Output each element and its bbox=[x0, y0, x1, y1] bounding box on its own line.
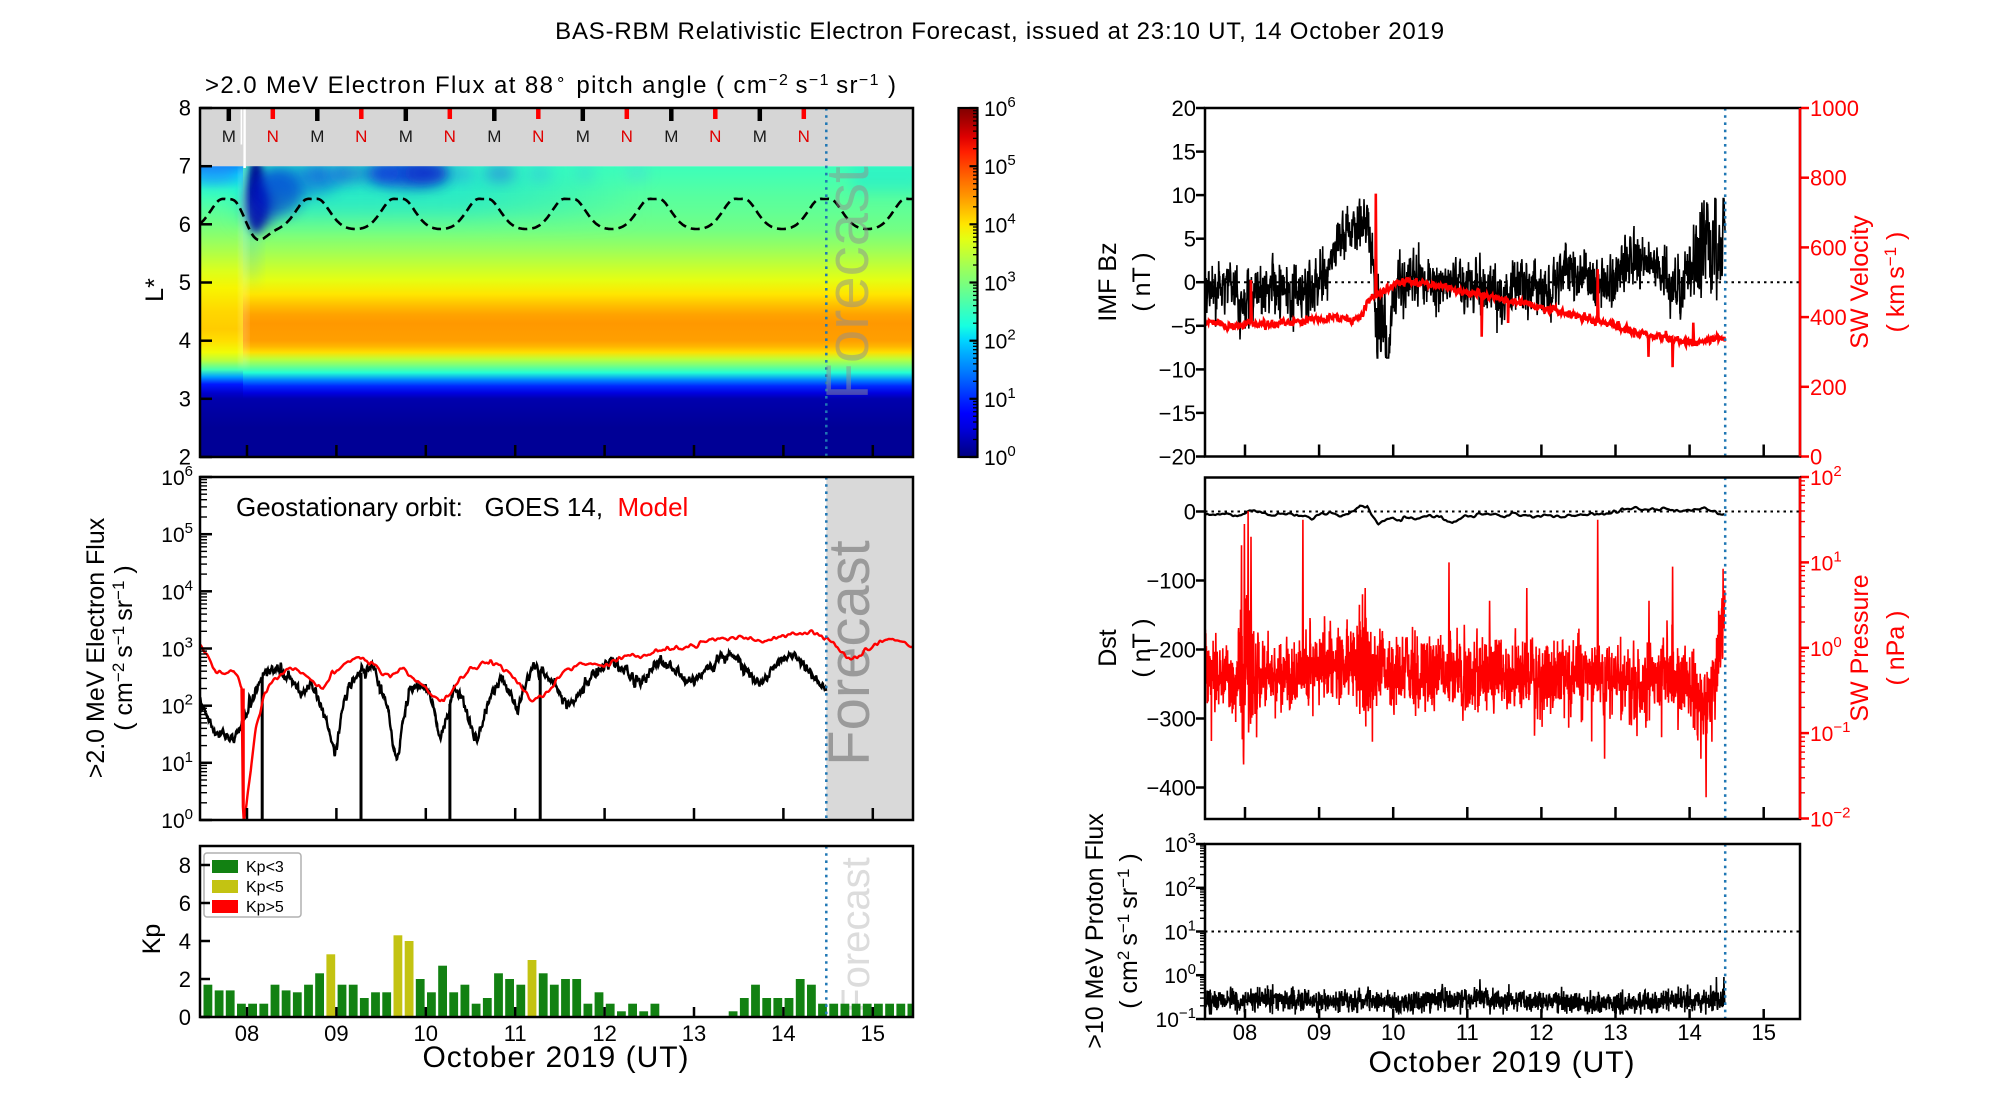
svg-text:10: 10 bbox=[414, 1021, 438, 1046]
svg-text:−10: −10 bbox=[1159, 357, 1196, 382]
svg-text:12: 12 bbox=[1529, 1020, 1553, 1045]
svg-text:( cm2 s−1 sr−1 ): ( cm2 s−1 sr−1 ) bbox=[1114, 853, 1143, 1009]
svg-text:2: 2 bbox=[179, 967, 191, 992]
svg-text:5: 5 bbox=[179, 270, 191, 295]
svg-text:( nT ): ( nT ) bbox=[1128, 252, 1156, 311]
svg-text:Kp>5: Kp>5 bbox=[246, 899, 284, 916]
svg-text:Kp: Kp bbox=[138, 924, 166, 955]
svg-text:M: M bbox=[310, 127, 324, 146]
svg-text:Geostationary orbit: GOES 14: Geostationary orbit: GOES 14, Model bbox=[236, 492, 688, 522]
svg-text:15: 15 bbox=[1172, 140, 1196, 165]
svg-text:15: 15 bbox=[861, 1021, 885, 1046]
svg-text:13: 13 bbox=[682, 1021, 706, 1046]
svg-text:( cm−2 s−1 sr−1 ): ( cm−2 s−1 sr−1 ) bbox=[109, 565, 138, 730]
svg-text:−20: −20 bbox=[1159, 445, 1196, 470]
svg-text:2: 2 bbox=[179, 445, 191, 470]
svg-text:N: N bbox=[798, 127, 810, 146]
svg-text:>2.0 MeV Electron Flux at 88⚬: >2.0 MeV Electron Flux at 88⚬ pitch angl… bbox=[205, 72, 897, 99]
svg-text:−300: −300 bbox=[1146, 707, 1196, 732]
svg-text:>2.0 MeV Electron Flux: >2.0 MeV Electron Flux bbox=[82, 517, 110, 778]
svg-text:N: N bbox=[444, 127, 456, 146]
svg-text:09: 09 bbox=[324, 1021, 348, 1046]
svg-text:400: 400 bbox=[1810, 305, 1847, 330]
svg-text:14: 14 bbox=[1677, 1020, 1701, 1045]
svg-text:Forecast: Forecast bbox=[814, 166, 881, 400]
svg-text:Kp<5: Kp<5 bbox=[246, 879, 284, 896]
svg-text:11: 11 bbox=[504, 1021, 527, 1046]
svg-text:10−1: 10−1 bbox=[1156, 1005, 1196, 1032]
svg-text:14: 14 bbox=[771, 1021, 795, 1046]
svg-text:M: M bbox=[399, 127, 413, 146]
svg-text:( nT ): ( nT ) bbox=[1128, 618, 1156, 677]
svg-text:M: M bbox=[576, 127, 590, 146]
svg-text:October 2019 (UT): October 2019 (UT) bbox=[1368, 1046, 1635, 1079]
svg-text:0: 0 bbox=[1810, 445, 1822, 470]
svg-text:08: 08 bbox=[1233, 1020, 1257, 1045]
svg-text:10: 10 bbox=[1172, 183, 1196, 208]
svg-text:600: 600 bbox=[1810, 235, 1847, 260]
svg-text:13: 13 bbox=[1603, 1020, 1627, 1045]
svg-text:N: N bbox=[621, 127, 633, 146]
svg-text:L*: L* bbox=[141, 278, 169, 302]
svg-text:M: M bbox=[664, 127, 678, 146]
svg-text:8: 8 bbox=[179, 96, 191, 121]
svg-text:N: N bbox=[532, 127, 544, 146]
svg-text:09: 09 bbox=[1307, 1020, 1331, 1045]
svg-text:M: M bbox=[753, 127, 767, 146]
svg-text:4: 4 bbox=[179, 929, 191, 954]
svg-text:800: 800 bbox=[1810, 166, 1847, 191]
svg-text:Kp<3: Kp<3 bbox=[246, 859, 284, 876]
svg-text:N: N bbox=[355, 127, 367, 146]
svg-text:M: M bbox=[222, 127, 236, 146]
svg-text:20: 20 bbox=[1172, 96, 1196, 121]
svg-text:0: 0 bbox=[1184, 270, 1196, 295]
svg-text:10: 10 bbox=[1381, 1020, 1405, 1045]
svg-text:7: 7 bbox=[179, 154, 191, 179]
svg-text:8: 8 bbox=[179, 853, 191, 878]
svg-text:5: 5 bbox=[1184, 227, 1196, 252]
svg-text:SW Velocity: SW Velocity bbox=[1846, 215, 1874, 349]
svg-text:6: 6 bbox=[179, 212, 191, 237]
svg-text:October 2019 (UT): October 2019 (UT) bbox=[422, 1041, 689, 1074]
svg-text:0: 0 bbox=[179, 1005, 191, 1030]
svg-text:08: 08 bbox=[235, 1021, 259, 1046]
svg-text:100: 100 bbox=[984, 443, 1016, 470]
svg-text:−100: −100 bbox=[1146, 569, 1196, 594]
svg-text:11: 11 bbox=[1456, 1020, 1479, 1045]
svg-text:N: N bbox=[709, 127, 721, 146]
svg-text:Dst: Dst bbox=[1094, 629, 1122, 667]
svg-text:IMF Bz: IMF Bz bbox=[1094, 242, 1122, 321]
svg-text:( nPa ): ( nPa ) bbox=[1882, 610, 1910, 685]
svg-text:N: N bbox=[267, 127, 279, 146]
svg-text:15: 15 bbox=[1751, 1020, 1775, 1045]
svg-text:M: M bbox=[487, 127, 501, 146]
svg-text:100: 100 bbox=[161, 806, 193, 833]
svg-text:200: 200 bbox=[1810, 375, 1847, 400]
svg-text:3: 3 bbox=[179, 386, 191, 411]
svg-text:−5: −5 bbox=[1171, 314, 1196, 339]
svg-text:BAS-RBM Relativistic Electron: BAS-RBM Relativistic Electron Forecast, … bbox=[555, 18, 1445, 45]
svg-text:−400: −400 bbox=[1146, 776, 1196, 801]
svg-text:Forecast: Forecast bbox=[834, 857, 878, 1013]
svg-text:>10 MeV Proton Flux: >10 MeV Proton Flux bbox=[1081, 813, 1109, 1049]
svg-text:4: 4 bbox=[179, 328, 191, 353]
svg-text:6: 6 bbox=[179, 891, 191, 916]
svg-text:( km s−1 ): ( km s−1 ) bbox=[1881, 232, 1910, 333]
svg-text:SW Pressure: SW Pressure bbox=[1846, 574, 1874, 721]
svg-text:12: 12 bbox=[592, 1021, 616, 1046]
svg-text:−15: −15 bbox=[1159, 401, 1196, 426]
svg-text:1000: 1000 bbox=[1810, 96, 1859, 121]
svg-text:Forecast: Forecast bbox=[817, 540, 882, 766]
svg-text:0: 0 bbox=[1184, 500, 1196, 525]
svg-text:−200: −200 bbox=[1146, 638, 1196, 663]
